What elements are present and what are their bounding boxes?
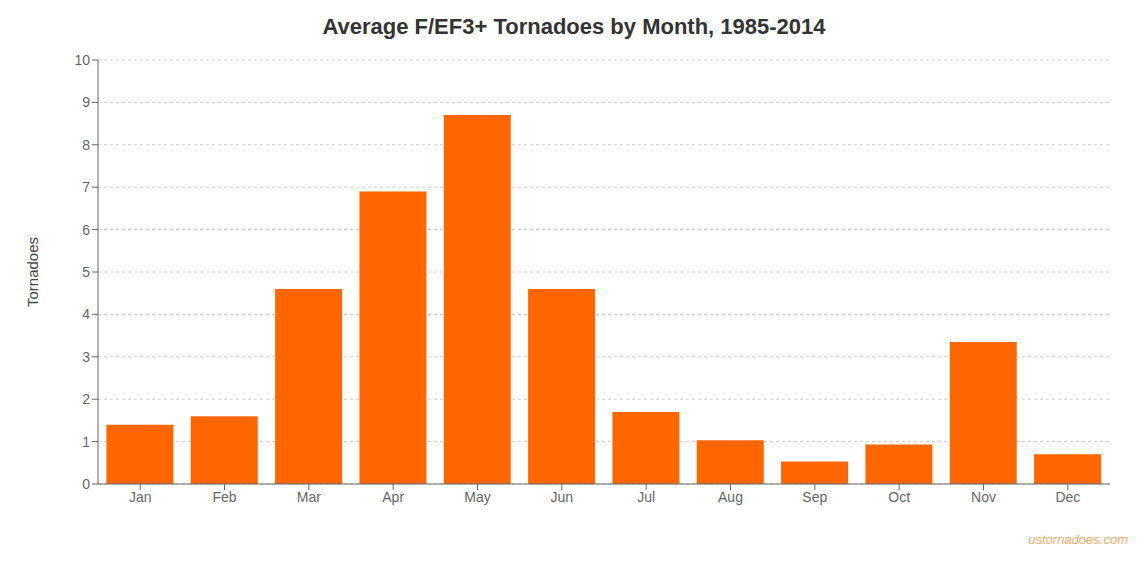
svg-text:4: 4 — [82, 306, 90, 322]
svg-text:Feb: Feb — [212, 489, 236, 505]
svg-text:Aug: Aug — [718, 489, 743, 505]
svg-text:May: May — [464, 489, 490, 505]
svg-text:9: 9 — [82, 94, 90, 110]
svg-text:2: 2 — [82, 391, 90, 407]
svg-text:6: 6 — [82, 222, 90, 238]
svg-text:Dec: Dec — [1055, 489, 1080, 505]
svg-text:0: 0 — [82, 476, 90, 492]
svg-text:5: 5 — [82, 264, 90, 280]
svg-text:7: 7 — [82, 179, 90, 195]
svg-text:10: 10 — [74, 52, 90, 68]
svg-text:Jun: Jun — [551, 489, 574, 505]
svg-text:Jul: Jul — [637, 489, 655, 505]
html-text:Average F/EF3+ Tornadoes by Mo: Average F/EF3+ Tornadoes by Month, 1985-… — [322, 14, 826, 39]
svg-text:Sep: Sep — [802, 489, 827, 505]
html-text:ustornadoes.com: ustornadoes.com — [1028, 532, 1128, 547]
svg-text:Oct: Oct — [888, 489, 910, 505]
svg-text:3: 3 — [82, 349, 90, 365]
svg-text:Nov: Nov — [971, 489, 996, 505]
svg-text:1: 1 — [82, 434, 90, 450]
svg-text:Jan: Jan — [129, 489, 152, 505]
svg-text:Tornadoes: Tornadoes — [24, 237, 41, 307]
svg-text:8: 8 — [82, 137, 90, 153]
svg-text:Mar: Mar — [297, 489, 321, 505]
svg-text:Apr: Apr — [382, 489, 404, 505]
